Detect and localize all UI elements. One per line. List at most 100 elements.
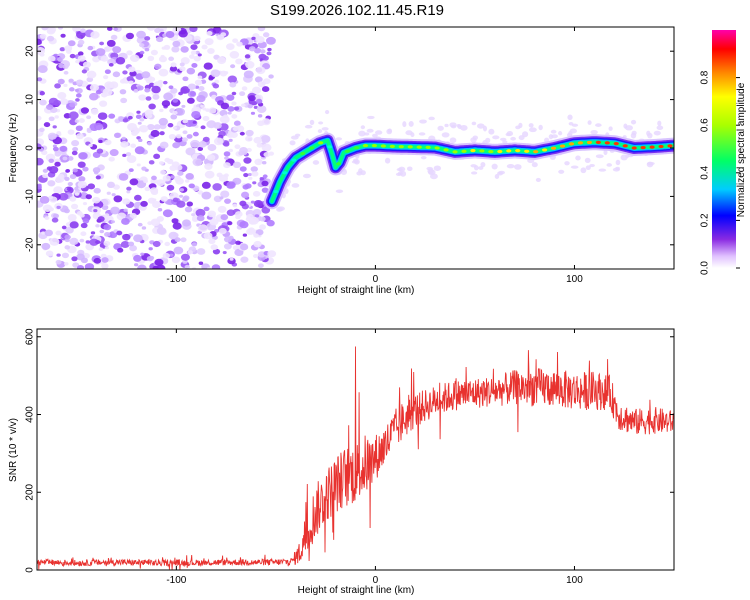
ridge-haze — [522, 131, 529, 138]
noise-speck — [150, 218, 161, 227]
ridge-haze — [589, 163, 595, 168]
ridge-haze — [531, 162, 538, 168]
ridge-haze — [408, 120, 414, 127]
ridge-peak — [622, 144, 628, 148]
ridge-haze — [427, 168, 434, 175]
noise-speck — [150, 49, 158, 56]
noise-speck — [201, 44, 208, 50]
noise-speck — [154, 258, 164, 266]
ridge-haze — [360, 125, 366, 130]
noise-speck — [102, 88, 113, 97]
noise-speck — [167, 122, 174, 128]
noise-speck — [144, 186, 151, 192]
noise-speck — [161, 46, 166, 50]
noise-speck — [189, 27, 198, 33]
noise-speck — [224, 198, 232, 204]
ridge-haze — [595, 154, 604, 159]
noise-speck — [187, 250, 193, 255]
noise-speck — [39, 195, 50, 204]
noise-speck — [118, 173, 129, 181]
noise-speck — [193, 35, 201, 42]
ridge-haze — [420, 156, 427, 160]
noise-speck — [231, 101, 237, 106]
noise-speck — [175, 177, 184, 185]
noise-speck — [168, 231, 179, 240]
noise-speck — [141, 71, 151, 79]
noise-speck — [189, 91, 196, 97]
noise-speck — [163, 92, 174, 101]
noise-speck — [125, 152, 132, 157]
noise-speck — [89, 83, 100, 92]
noise-speck — [71, 203, 79, 210]
noise-speck — [95, 48, 106, 56]
noise-speck — [191, 110, 201, 119]
noise-speck — [98, 247, 104, 251]
noise-speck — [151, 85, 161, 94]
noise-speck — [67, 181, 73, 187]
ridge-haze — [502, 140, 508, 144]
ridge-haze — [476, 123, 485, 129]
noise-speck — [261, 118, 271, 126]
noise-speck — [252, 86, 262, 94]
noise-speck — [241, 150, 248, 156]
noise-speck — [93, 187, 101, 194]
noise-speck — [171, 218, 179, 224]
noise-speck — [170, 62, 177, 68]
noise-speck — [197, 53, 202, 57]
ridge-haze — [567, 114, 573, 121]
noise-speck — [76, 133, 84, 140]
noise-speck — [196, 94, 206, 103]
noise-speck — [67, 129, 75, 135]
noise-speck — [234, 211, 243, 218]
noise-speck — [48, 207, 54, 212]
noise-speck — [247, 104, 253, 109]
noise-speck — [172, 110, 178, 115]
noise-speck — [128, 241, 135, 247]
noise-speck — [140, 252, 145, 256]
noise-speck — [212, 183, 222, 191]
noise-speck — [137, 264, 147, 269]
noise-speck — [57, 78, 65, 85]
ridge-peak — [649, 145, 655, 149]
noise-speck — [129, 212, 137, 219]
noise-speck — [120, 141, 129, 148]
noise-speck — [138, 138, 143, 143]
noise-speck — [191, 216, 199, 222]
noise-speck — [59, 98, 69, 105]
noise-speck — [178, 29, 188, 38]
snr-y-tick-label: 600 — [25, 328, 36, 345]
noise-speck — [134, 146, 145, 155]
noise-speck — [113, 27, 119, 31]
noise-speck — [49, 196, 58, 203]
ridge-peak — [344, 149, 351, 153]
ridge-haze — [335, 137, 343, 141]
noise-speck — [162, 252, 170, 259]
noise-speck — [86, 115, 92, 120]
spectrogram-x-tick-label: 0 — [373, 274, 379, 285]
noise-speck — [106, 39, 116, 47]
ridge-peak — [353, 146, 360, 150]
noise-speck — [122, 118, 129, 123]
noise-speck — [75, 98, 80, 102]
noise-speck — [152, 94, 160, 100]
noise-speck — [153, 124, 161, 130]
noise-speck — [48, 116, 55, 122]
noise-speck — [253, 240, 262, 248]
noise-speck — [246, 228, 255, 235]
noise-speck — [223, 243, 232, 250]
noise-speck — [171, 46, 180, 53]
noise-speck — [224, 156, 229, 160]
noise-speck — [78, 176, 86, 182]
noise-speck — [262, 32, 270, 38]
noise-speck — [85, 194, 92, 200]
spectrogram-y-label: Frequency (Hz) — [8, 114, 19, 183]
noise-speck — [156, 36, 164, 43]
noise-speck — [202, 136, 210, 143]
colorbar-label: Normalized spectral amplitude — [736, 82, 747, 217]
noise-speck — [254, 214, 260, 218]
noise-speck — [57, 57, 64, 62]
noise-speck — [101, 257, 109, 263]
ridge-haze — [384, 157, 391, 164]
noise-speck — [267, 47, 272, 52]
ridge-peak — [533, 150, 539, 154]
